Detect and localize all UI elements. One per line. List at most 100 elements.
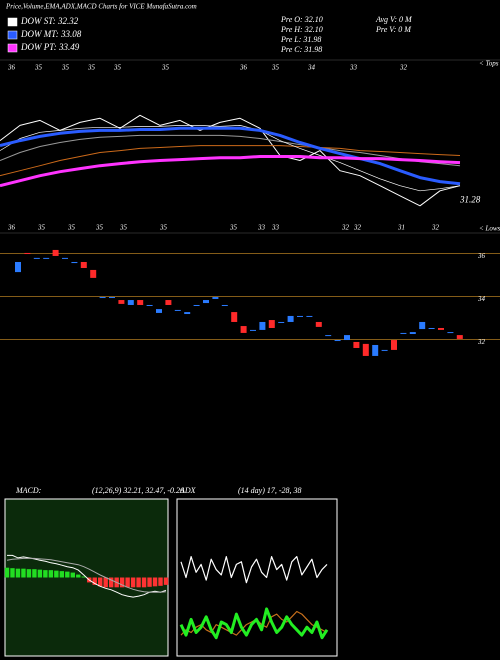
histogram-bar (163, 577, 169, 585)
candle-body (419, 321, 426, 330)
candle-body (221, 304, 228, 306)
candle-body (287, 315, 294, 322)
y-tick-label: 36 (477, 252, 486, 260)
top-label: 35 (34, 64, 43, 72)
legend-label: DOW MT: 33.08 (20, 29, 82, 39)
legend-swatch (7, 30, 18, 40)
candle-body (80, 261, 87, 269)
histogram-bar (54, 570, 59, 578)
histogram-bar (21, 568, 26, 578)
bottom-label: 35 (67, 224, 76, 232)
candle-body (156, 309, 162, 313)
adx-line (179, 607, 329, 640)
bottom-label: 31 (397, 224, 405, 232)
top-label: 35 (113, 64, 122, 72)
adx-title: ADX (179, 486, 197, 495)
histogram-bar (43, 570, 48, 578)
histogram-bar (76, 574, 81, 578)
candle-body (52, 249, 59, 256)
adx-subtitle: (14 day) 17, -28, 38 (238, 486, 302, 495)
histogram-bar (26, 569, 32, 578)
histogram-bar (92, 577, 97, 585)
candle-body (15, 261, 21, 273)
candle-body (381, 349, 388, 351)
candle-body (278, 321, 285, 323)
y-tick-label: 34 (477, 295, 486, 303)
histogram-bar (98, 577, 103, 587)
price-line (0, 126, 461, 186)
histogram-bar (141, 577, 147, 588)
candle-body (212, 297, 219, 299)
top-label: 36 (7, 64, 16, 72)
candle-body (259, 321, 266, 330)
candle-body (428, 327, 435, 329)
candle-body (231, 312, 238, 322)
candle-body (127, 300, 134, 305)
candle-body (24, 252, 31, 255)
histogram-bar (15, 568, 21, 578)
lows-label: < Lows (479, 225, 500, 233)
candle-body (99, 297, 106, 299)
candle-body (193, 304, 200, 306)
price-stat: Pre C: 31.98 (280, 45, 322, 54)
histogram-bar (136, 577, 141, 588)
candle-body (118, 300, 125, 304)
histogram-bar (59, 571, 65, 578)
tops-label: < Tops (479, 60, 499, 68)
histogram-bar (108, 577, 114, 588)
legend-swatch (7, 43, 18, 53)
candle-body (409, 332, 416, 335)
candle-body (344, 335, 350, 341)
bottom-label: 35 (37, 224, 46, 232)
histogram-bar (147, 577, 152, 587)
top-label: 34 (307, 64, 316, 72)
price-stat: Pre L: 31.98 (280, 35, 321, 44)
candle-body (71, 261, 78, 264)
price-line (0, 114, 461, 207)
histogram-bar (4, 567, 10, 578)
histogram-bar (81, 576, 86, 578)
histogram-bar (119, 577, 125, 588)
price-stat: Pre H: 32.10 (280, 25, 323, 34)
candle-body (438, 327, 444, 330)
candle-body (325, 335, 332, 337)
candle-body (165, 300, 172, 305)
price-stat: Pre O: 32.10 (280, 15, 323, 24)
candle-body (268, 320, 275, 328)
candle-body (334, 340, 341, 342)
y-tick-label: 32 (477, 338, 486, 346)
top-label: 35 (161, 64, 170, 72)
top-label: 35 (61, 64, 70, 72)
candle-body (109, 297, 115, 299)
candle-body (456, 335, 463, 339)
bottom-label: 33 (257, 224, 266, 232)
bottom-label: 32 (341, 224, 350, 232)
candle-body (362, 343, 369, 356)
candle-body (353, 341, 360, 348)
legend-label: DOW ST: 32.32 (20, 16, 79, 26)
candle-body (174, 309, 181, 311)
top-label: 36 (239, 64, 248, 72)
histogram-bar (48, 570, 54, 578)
histogram-bar (32, 569, 37, 578)
page-title: Price,Volume,EMA,ADX,MACD Charts for VIC… (5, 3, 197, 11)
candle-body (315, 321, 322, 327)
last-price-label: 31.28 (459, 195, 481, 205)
candle-body (43, 257, 50, 259)
bottom-label: 35 (95, 224, 104, 232)
volume-stat: Pre V: 0 M (375, 25, 412, 34)
histogram-bar (130, 577, 136, 588)
candle-body (250, 329, 256, 331)
candle-body (391, 340, 397, 350)
legend-label: DOW PT: 33.49 (20, 42, 80, 52)
candle-body (137, 300, 144, 305)
candle-body (146, 304, 153, 306)
volume-stat: Avg V: 0 M (375, 15, 413, 24)
top-label: 32 (399, 64, 408, 72)
candle-body (447, 332, 454, 334)
candle-body (240, 326, 247, 333)
bottom-label: 36 (7, 224, 16, 232)
price-line (0, 125, 461, 192)
macd-title: MACD: (15, 486, 42, 495)
histogram-bar (65, 571, 70, 578)
